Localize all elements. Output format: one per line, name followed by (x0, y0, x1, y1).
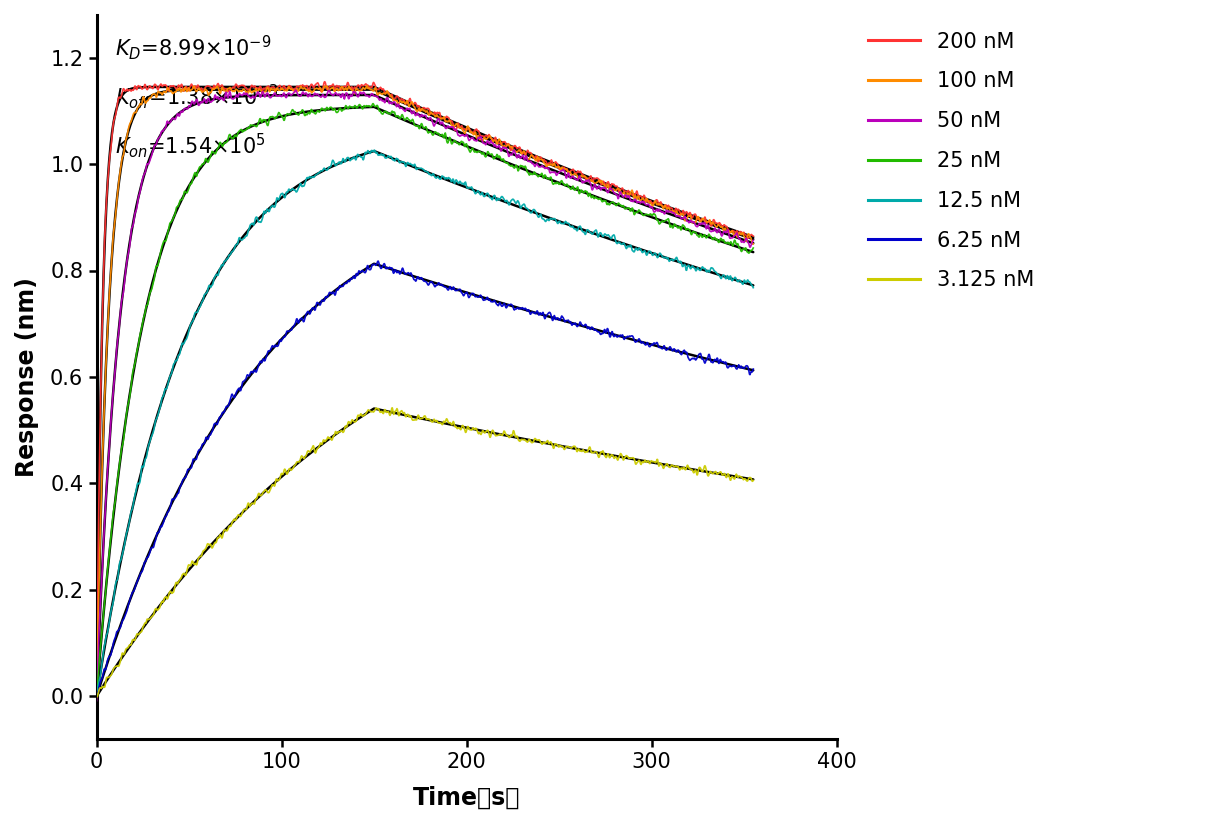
X-axis label: Time（s）: Time（s） (413, 786, 520, 810)
Text: $K_D$=8.99×10$^{-9}$
$K_{off}$=1.38×10$^{-3}$
$K_{on}$=1.54×10$^5$: $K_D$=8.99×10$^{-9}$ $K_{off}$=1.38×10$^… (115, 33, 280, 160)
Y-axis label: Response (nm): Response (nm) (15, 277, 39, 477)
Legend: 200 nM, 100 nM, 50 nM, 25 nM, 12.5 nM, 6.25 nM, 3.125 nM: 200 nM, 100 nM, 50 nM, 25 nM, 12.5 nM, 6… (861, 26, 1040, 297)
